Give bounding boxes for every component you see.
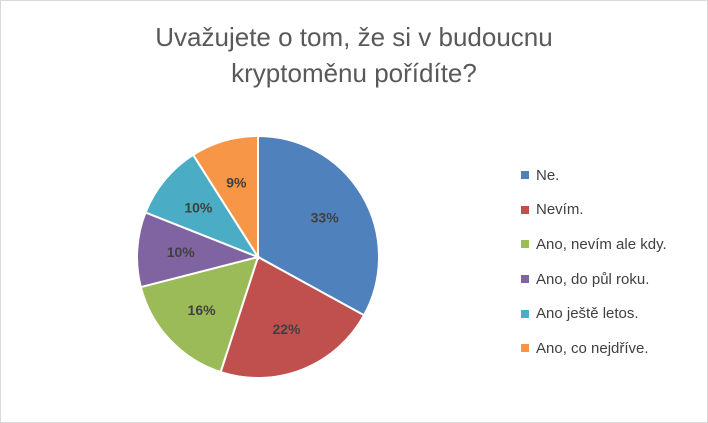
chart-legend: Ne. Nevím. Ano, nevím ale kdy. Ano, do půl … xyxy=(521,158,667,366)
legend-swatch xyxy=(521,240,529,249)
legend-swatch xyxy=(521,344,529,353)
pie-slice xyxy=(136,211,262,289)
slice-data-label: 9% xyxy=(226,175,247,191)
legend-label: Ano, nevím ale kdy. xyxy=(536,235,667,253)
pie-slice xyxy=(191,134,259,261)
chart-title: Uvažujete o tom, že si v budoucnu krypto… xyxy=(1,19,707,91)
legend-swatch xyxy=(521,171,529,180)
legend-swatch xyxy=(521,205,529,214)
legend-item: Ano, nevím ale kdy. xyxy=(521,227,667,262)
legend-item: Nevím. xyxy=(521,193,667,228)
slice-data-label: 10% xyxy=(184,200,213,216)
slice-data-label: 22% xyxy=(272,321,301,337)
legend-label: Ano, co nejdříve. xyxy=(536,339,649,357)
legend-label: Nevím. xyxy=(536,201,584,219)
legend-label: Ano, do půl roku. xyxy=(536,270,650,288)
slice-data-label: 16% xyxy=(188,302,217,318)
legend-item: Ano, do půl roku. xyxy=(521,262,667,297)
legend-label: Ne. xyxy=(536,166,560,184)
legend-item: Ne. xyxy=(521,158,667,193)
legend-item: Ano ještě letos. xyxy=(521,296,667,331)
legend-swatch xyxy=(521,309,529,318)
slice-data-label: 10% xyxy=(167,244,196,260)
chart-title-line-2: kryptoměnu pořídíte? xyxy=(231,58,477,88)
pie-slice xyxy=(139,255,260,374)
slice-data-label: 33% xyxy=(311,210,340,226)
chart-title-line-1: Uvažujete o tom, že si v budoucnu xyxy=(155,22,553,52)
legend-swatch xyxy=(521,275,529,284)
pie-slice xyxy=(219,255,366,379)
pie-slice xyxy=(144,153,261,260)
legend-label: Ano ještě letos. xyxy=(536,305,639,323)
legend-item: Ano, co nejdříve. xyxy=(521,331,667,366)
pie-slice xyxy=(257,134,380,317)
